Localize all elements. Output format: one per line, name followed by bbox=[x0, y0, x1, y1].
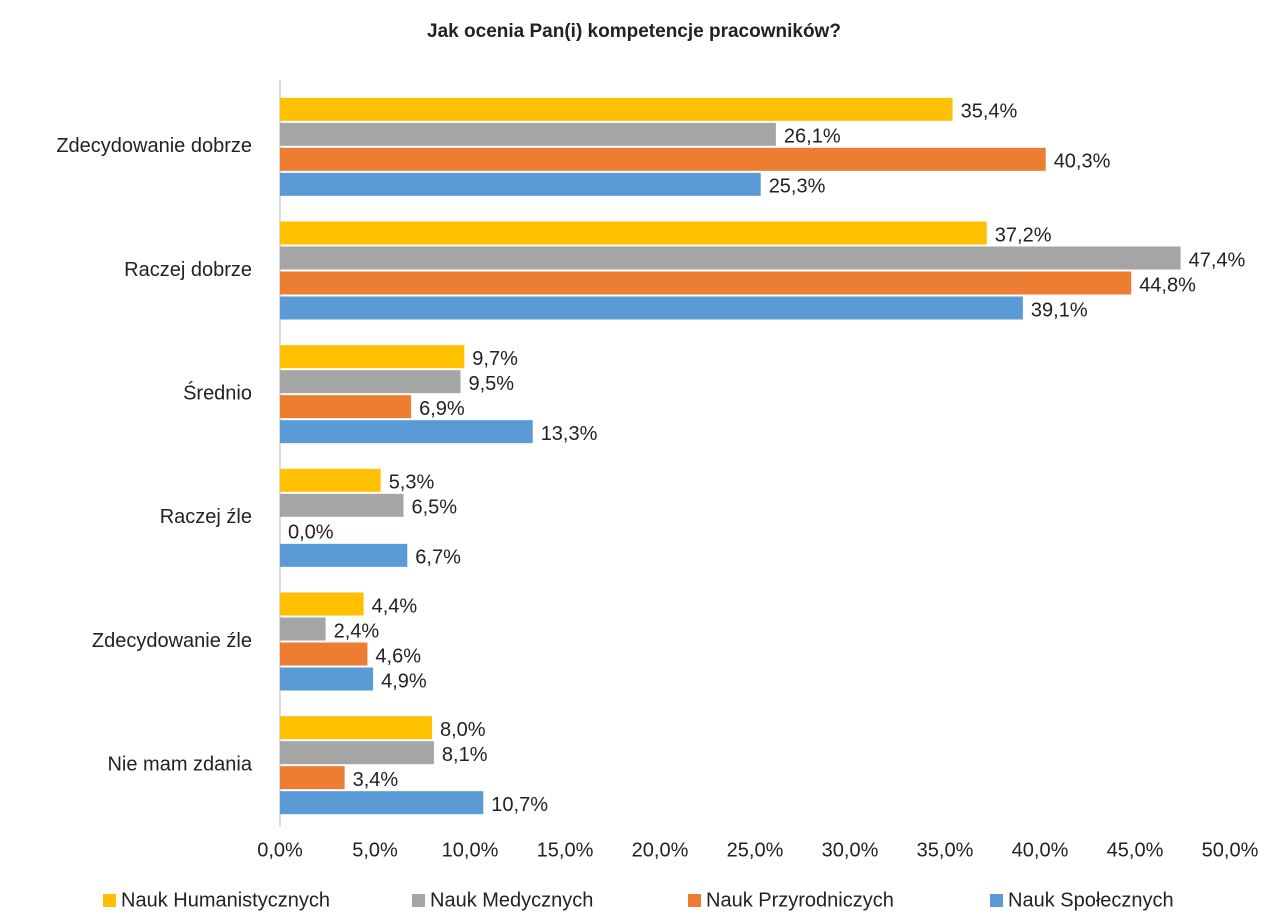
legend-label: Nauk Przyrodniczych bbox=[706, 889, 894, 911]
bar bbox=[280, 741, 434, 765]
bar bbox=[280, 766, 345, 790]
bar bbox=[280, 667, 374, 691]
bar bbox=[280, 370, 461, 394]
data-label: 9,7% bbox=[472, 348, 518, 370]
bar bbox=[280, 791, 484, 815]
x-tick-label: 35,0% bbox=[917, 839, 974, 861]
data-label: 5,3% bbox=[389, 472, 435, 494]
legend-label: Nauk Społecznych bbox=[1008, 889, 1174, 911]
data-label: 25,3% bbox=[769, 176, 826, 198]
bar bbox=[280, 296, 1023, 320]
x-tick-label: 30,0% bbox=[822, 839, 879, 861]
data-label: 0,0% bbox=[288, 522, 334, 544]
bar bbox=[280, 246, 1181, 270]
legend-swatch bbox=[103, 894, 116, 907]
data-label: 6,7% bbox=[415, 547, 461, 569]
y-tick-label: Zdecydowanie źle bbox=[92, 630, 252, 652]
bar bbox=[280, 592, 364, 616]
data-label: 8,0% bbox=[440, 719, 486, 741]
bar bbox=[280, 97, 953, 121]
bar bbox=[280, 147, 1046, 171]
data-label: 6,9% bbox=[419, 398, 465, 420]
data-label: 37,2% bbox=[995, 224, 1052, 246]
legend-swatch bbox=[412, 894, 425, 907]
bar bbox=[280, 543, 408, 567]
y-tick-label: Zdecydowanie dobrze bbox=[56, 135, 252, 157]
y-tick-label: Nie mam zdania bbox=[107, 753, 252, 775]
y-tick-label: Raczej dobrze bbox=[124, 259, 252, 281]
data-label: 10,7% bbox=[491, 794, 548, 816]
legend-swatch bbox=[990, 894, 1003, 907]
x-tick-label: 0,0% bbox=[257, 839, 303, 861]
x-tick-label: 40,0% bbox=[1012, 839, 1069, 861]
bar bbox=[280, 420, 533, 444]
chart-title: Jak ocenia Pan(i) kompetencje pracownikó… bbox=[427, 21, 841, 42]
x-tick-label: 10,0% bbox=[442, 839, 499, 861]
data-label: 8,1% bbox=[442, 744, 488, 766]
bar bbox=[280, 271, 1132, 295]
y-tick-label: Raczej źle bbox=[160, 506, 252, 528]
data-label: 2,4% bbox=[334, 620, 380, 642]
bar bbox=[280, 493, 404, 517]
bar bbox=[280, 221, 987, 245]
data-label: 4,9% bbox=[381, 670, 427, 692]
data-label: 26,1% bbox=[784, 126, 841, 148]
bar bbox=[280, 642, 368, 666]
bar bbox=[280, 716, 432, 740]
legend-label: Nauk Medycznych bbox=[430, 889, 593, 911]
data-label: 39,1% bbox=[1031, 299, 1088, 321]
bar bbox=[280, 468, 381, 492]
bar bbox=[280, 617, 326, 641]
data-label: 44,8% bbox=[1139, 274, 1196, 296]
bar bbox=[280, 172, 761, 196]
x-tick-label: 50,0% bbox=[1202, 839, 1259, 861]
data-label: 4,4% bbox=[372, 595, 418, 617]
bar bbox=[280, 395, 412, 419]
data-label: 3,4% bbox=[353, 769, 399, 791]
data-label: 6,5% bbox=[412, 497, 458, 519]
x-tick-label: 25,0% bbox=[727, 839, 784, 861]
y-tick-label: Średnio bbox=[183, 380, 252, 404]
bar bbox=[280, 345, 465, 369]
data-label: 47,4% bbox=[1189, 249, 1246, 271]
data-label: 40,3% bbox=[1054, 151, 1111, 173]
x-tick-label: 45,0% bbox=[1107, 839, 1164, 861]
x-tick-label: 20,0% bbox=[632, 839, 689, 861]
x-tick-label: 5,0% bbox=[352, 839, 398, 861]
bar bbox=[280, 122, 776, 146]
data-label: 4,6% bbox=[375, 645, 421, 667]
legend-swatch bbox=[688, 894, 701, 907]
data-label: 13,3% bbox=[541, 423, 598, 445]
x-tick-label: 15,0% bbox=[537, 839, 594, 861]
legend-label: Nauk Humanistycznych bbox=[121, 889, 330, 911]
data-label: 35,4% bbox=[961, 101, 1018, 123]
data-label: 9,5% bbox=[469, 373, 515, 395]
